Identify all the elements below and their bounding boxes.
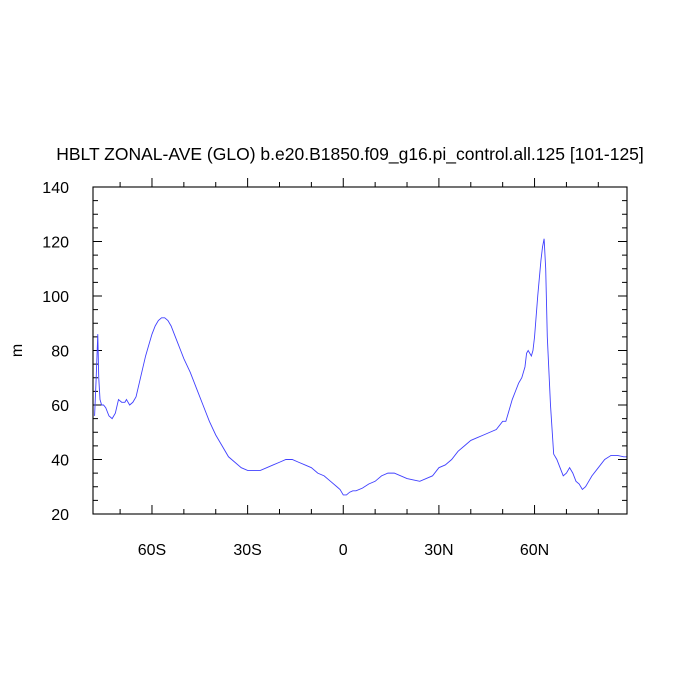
y-tick-label: 60 [51, 398, 69, 415]
y-tick-label: 120 [42, 235, 69, 252]
tick-marks [93, 178, 627, 515]
x-tick-label: 60N [520, 542, 549, 559]
y-tick-label: 80 [51, 344, 69, 361]
series-line [94, 238, 627, 496]
plot-frame [92, 186, 628, 515]
x-tick-label: 30S [233, 542, 261, 559]
chart-title: HBLT ZONAL-AVE (GLO) b.e20.B1850.f09_g16… [56, 144, 644, 164]
tick-labels: 20 40 60 80 100 120 140 60S 30S 0 30N 60N [42, 180, 549, 559]
y-tick-label: 100 [42, 289, 69, 306]
y-tick-label: 40 [51, 453, 69, 470]
y-axis-label: m [9, 344, 26, 357]
x-tick-label: 60S [138, 542, 166, 559]
x-tick-label: 0 [339, 542, 348, 559]
y-tick-label: 20 [51, 507, 69, 524]
y-tick-label: 140 [42, 180, 69, 197]
x-tick-label: 30N [424, 542, 453, 559]
